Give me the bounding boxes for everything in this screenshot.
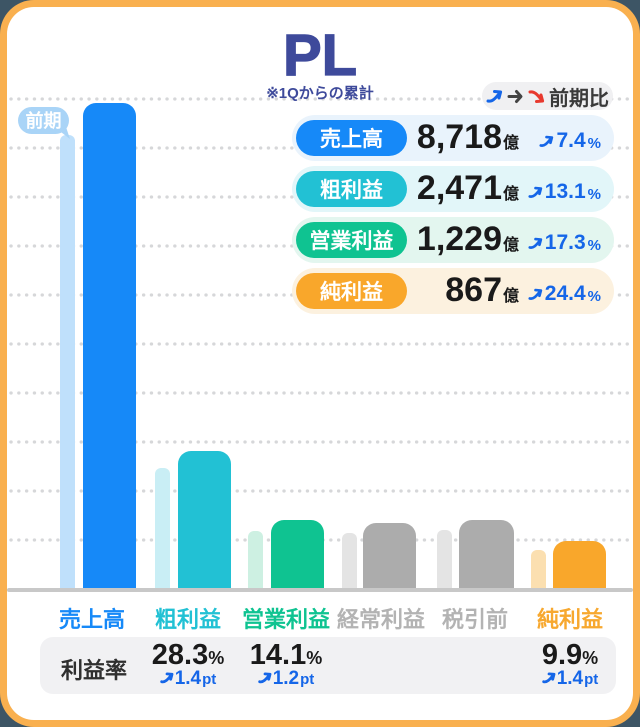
svg-text:前期: 前期 [26, 110, 62, 131]
